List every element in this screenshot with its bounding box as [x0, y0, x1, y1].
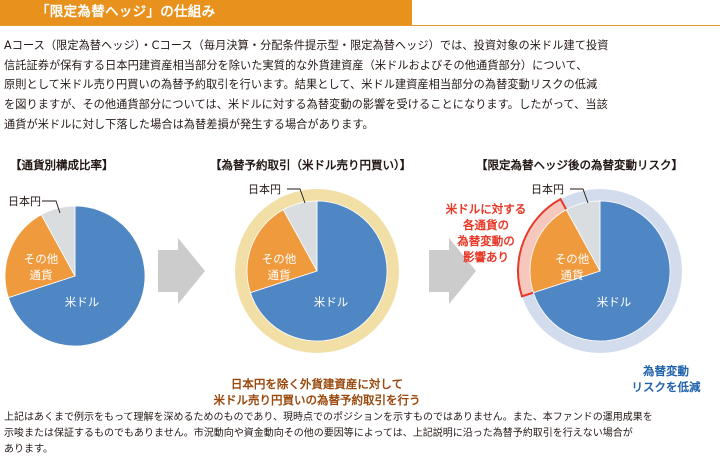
other-currency-label: 通貨 — [30, 268, 53, 282]
other-risk-annotation: 各通貨の — [462, 218, 509, 232]
pie-forward — [246, 200, 388, 342]
usd-label: 米ドル — [314, 295, 349, 309]
usd-label: 米ドル — [65, 295, 100, 309]
forward-annotation: 日本円を除く外貨建資産に対して — [231, 377, 403, 391]
other-currency-label: その他 — [24, 252, 59, 266]
pie-slice-usd — [7, 205, 146, 347]
intro-text: Aコース（限定為替ヘッジ）・Cコース（毎月決算・分配条件提示型・限定為替ヘッジ）… — [4, 36, 716, 135]
pie-slice-jpy — [565, 200, 601, 272]
other-risk-annotation: 影響あり — [463, 250, 509, 264]
risk-title: 【限定為替ヘッジ後の為替変動リスク】 — [476, 158, 683, 172]
forward-annotation: 米ドル売り円買いの為替予約取引を行う — [213, 393, 421, 407]
section-title: 「限定為替ヘッジ」の仕組み — [0, 0, 412, 25]
usd-label: 米ドル — [597, 295, 632, 309]
other-currency-label: その他 — [262, 252, 297, 266]
pie-risk — [529, 200, 671, 342]
jpy-leader-line — [287, 188, 306, 204]
intro-line: Aコース（限定為替ヘッジ）・Cコース（毎月決算・分配条件提示型・限定為替ヘッジ）… — [4, 39, 609, 52]
pie-slice-other-currency — [4, 214, 76, 299]
pie-slice-usd — [249, 200, 388, 342]
jpy-label: 日本円 — [248, 182, 281, 196]
usd-risk-annotation: 為替変動 — [643, 364, 689, 378]
pie-slice-other-currency — [246, 209, 318, 294]
forward-title: 【為替予約取引（米ドル売り円買い）】 — [210, 158, 412, 172]
pie-composition — [4, 205, 146, 347]
intro-line: 通貨が米ドルに対し下落した場合は為替差損が発生する場合があります。 — [4, 117, 374, 131]
other-risk-annotation: 為替変動の — [457, 234, 515, 248]
header-band — [0, 0, 720, 26]
footnote-line: あります。 — [4, 444, 53, 455]
pie-slice-usd — [532, 200, 671, 342]
jpy-label: 日本円 — [531, 182, 564, 196]
intro-line: 原則として米ドル売り円買いの為替予約取引を行います。結果として、米ドル建資産相当… — [4, 78, 598, 92]
arrow-right-icon — [429, 238, 476, 304]
pie-slice-jpy — [40, 205, 76, 277]
intro-line: を図りますが、その他通貨部分については、米ドルに対する為替変動の影響を受けること… — [4, 98, 608, 112]
pie-slice-jpy — [282, 200, 318, 272]
footnote: 上記はあくまで例示をもって理解を深めるためのものであり、現時点でのポジションを示… — [4, 410, 716, 458]
intro-line: 信託証券が保有する日本円建資産相当部分を除いた実質的な外貨建資産（米ドルおよびそ… — [4, 58, 588, 72]
other-risk-annotation: 米ドルに対する — [445, 202, 527, 216]
usd-risk-annotation: リスクを低減 — [632, 380, 701, 394]
footnote-line: 示唆または保証するものでもありません。市況動向や資金動向その他の要因等によっては… — [4, 428, 633, 439]
other-currency-label: 通貨 — [561, 268, 584, 282]
arrow-right-icon — [158, 238, 205, 304]
pie-slice-other-currency — [529, 209, 601, 294]
jpy-leader-line — [570, 188, 589, 204]
other-currency-label: その他 — [555, 252, 590, 266]
other-currency-label: 通貨 — [268, 268, 291, 282]
jpy-label: 日本円 — [8, 194, 41, 208]
footnote-line: 上記はあくまで例示をもって理解を深めるためのものであり、現時点でのポジションを示… — [4, 412, 653, 423]
jpy-leader-line — [42, 200, 61, 214]
composition-title: 【通貨別構成比率】 — [10, 158, 114, 172]
